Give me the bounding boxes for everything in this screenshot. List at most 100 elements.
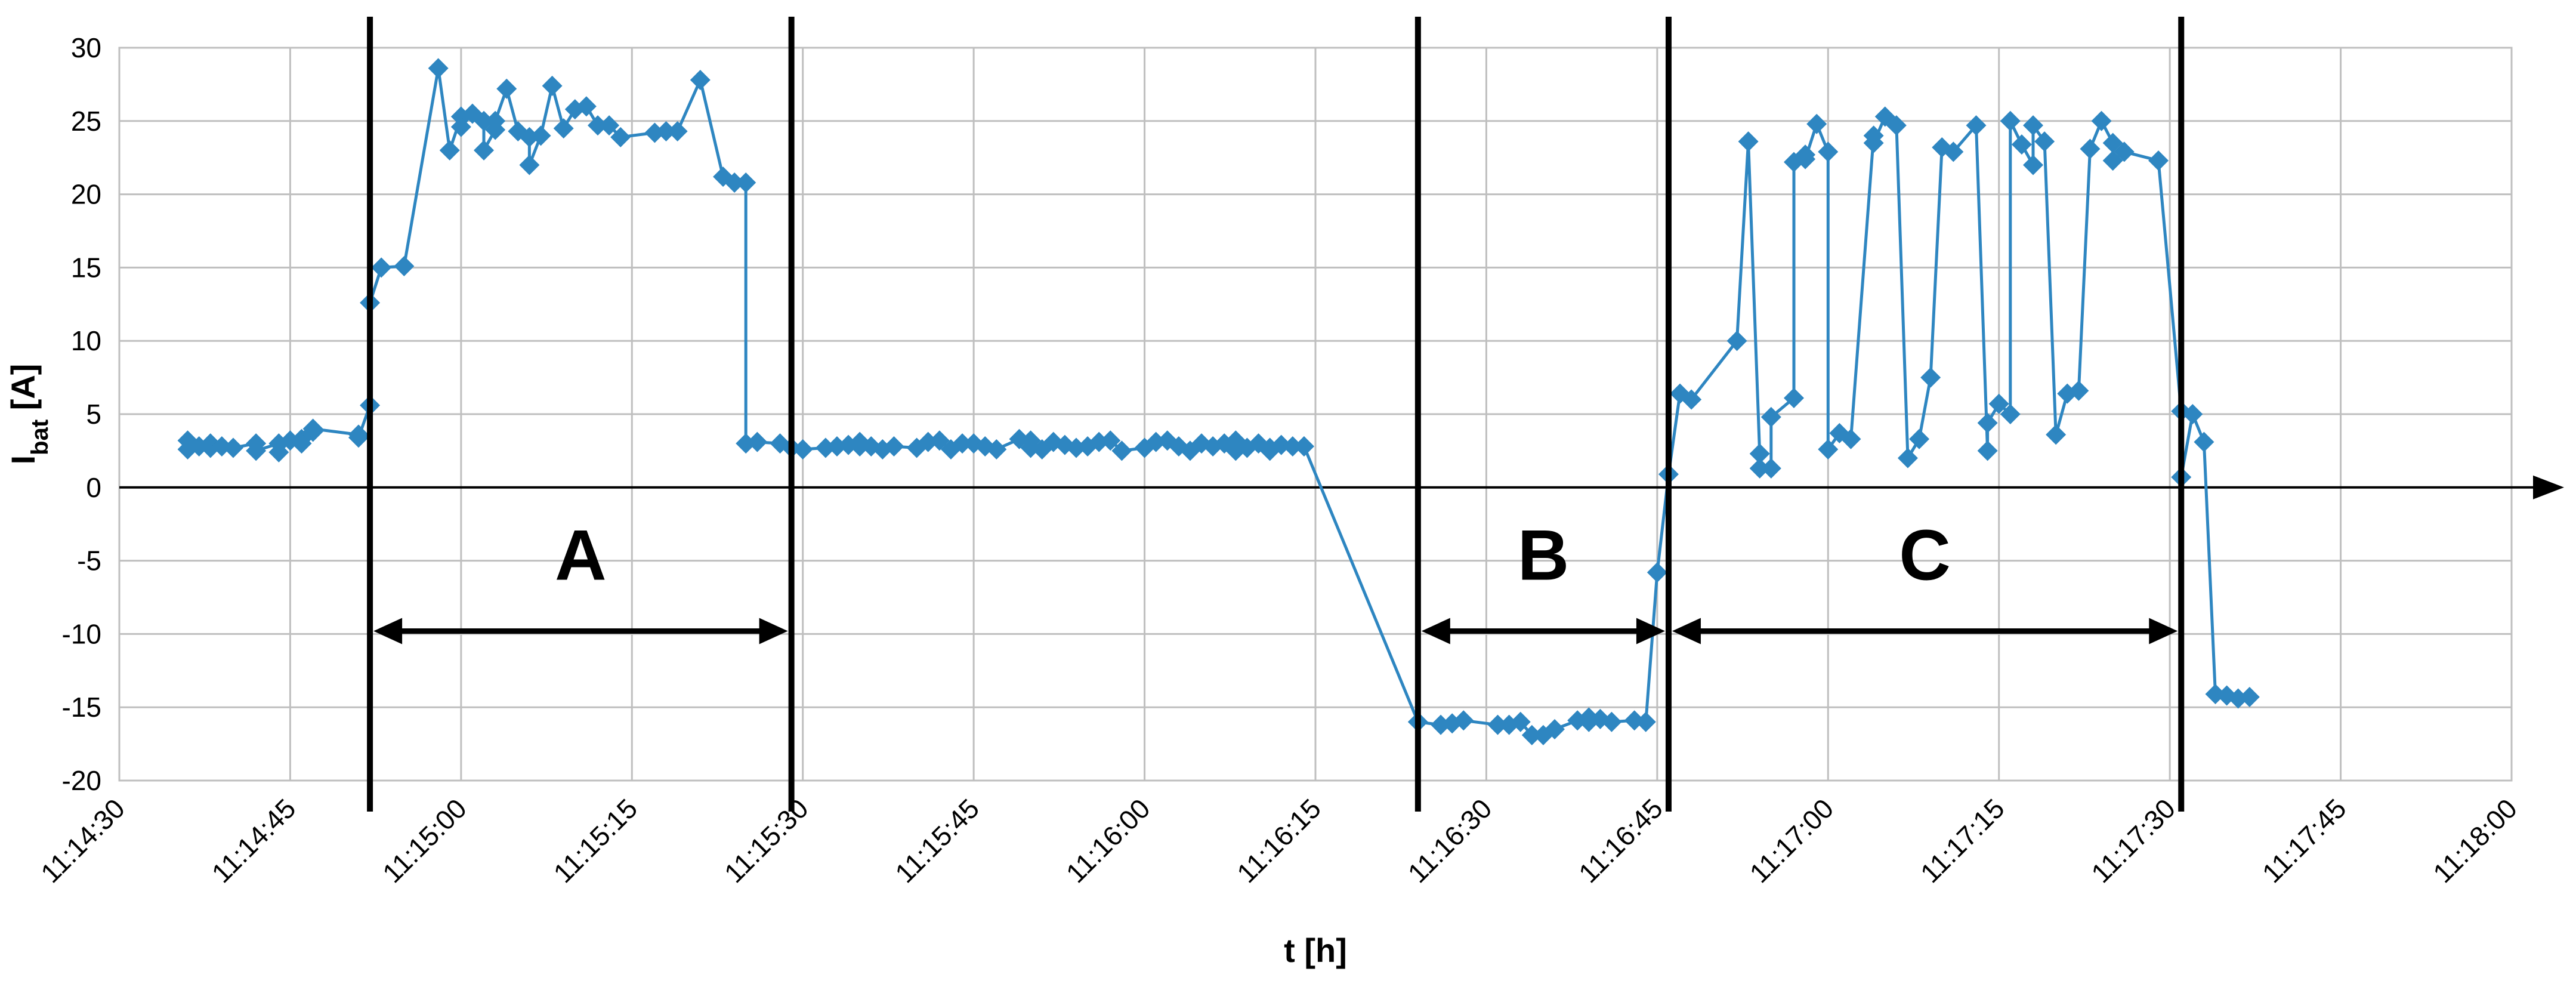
data-point	[1760, 406, 1781, 427]
x-tick-label: 11:17:15	[1914, 792, 2010, 889]
data-point	[1977, 412, 1998, 433]
y-tick-label: -10	[62, 618, 101, 649]
region-a-arrowhead-right	[759, 618, 788, 644]
data-point	[1601, 711, 1622, 732]
data-point	[371, 257, 392, 278]
data-point	[2080, 138, 2101, 159]
data-point	[1760, 458, 1781, 479]
x-tick-label: 11:15:45	[889, 792, 985, 889]
region-c-arrowhead-left	[1672, 618, 1701, 644]
y-tick-label: -5	[77, 545, 101, 576]
data-point	[1487, 714, 1508, 735]
data-point	[1886, 115, 1907, 136]
data-point	[2148, 150, 2169, 171]
x-tick-label: 11:17:30	[2085, 792, 2181, 889]
data-point	[394, 255, 415, 276]
data-point	[724, 172, 745, 193]
data-point	[1749, 458, 1770, 479]
data-point	[1293, 436, 1314, 457]
data-point	[474, 140, 495, 161]
y-axis-label-subscript: bat	[27, 420, 53, 455]
data-point	[1726, 331, 1747, 351]
plot-area-border	[118, 47, 2513, 782]
plot-frame	[118, 47, 2513, 782]
data-point	[268, 442, 289, 462]
data-point	[1545, 719, 1565, 740]
data-point	[2182, 404, 2203, 424]
data-point	[1988, 393, 2009, 414]
y-tick-label: -15	[62, 692, 101, 723]
y-tick-label: 25	[71, 106, 101, 137]
data-point	[2023, 115, 2043, 136]
x-tick-label: 11:15:30	[718, 792, 814, 889]
data-point	[1100, 430, 1121, 451]
y-axis-ticks: 30 25 20 15 10 5 0 -5 -10 -15 -20	[62, 32, 101, 796]
data-point	[2194, 431, 2214, 452]
data-point	[2011, 134, 2032, 155]
region-b-label: B	[1518, 516, 1570, 596]
data-point	[2000, 110, 2021, 131]
y-axis-label: Ibat [A]	[4, 364, 53, 465]
region-annotations: A B C	[367, 17, 2185, 812]
data-point	[542, 75, 563, 96]
x-tick-label: 11:18:00	[2427, 792, 2523, 889]
x-tick-label: 11:15:15	[547, 792, 643, 889]
data-point	[485, 110, 506, 131]
x-tick-label: 11:16:00	[1060, 792, 1156, 889]
data-point	[1510, 711, 1531, 732]
data-point	[1635, 711, 1656, 732]
data-point	[1943, 141, 1964, 162]
data-point	[302, 418, 323, 439]
y-tick-label: 15	[71, 252, 101, 283]
data-point	[1840, 428, 1861, 449]
zero-axis-arrowhead	[2533, 475, 2564, 499]
data-point	[2034, 131, 2055, 152]
y-tick-label: -20	[62, 765, 101, 796]
data-point	[1749, 443, 1770, 464]
y-tick-label: 30	[71, 32, 101, 63]
data-point	[1909, 428, 1930, 449]
data-point	[884, 436, 904, 457]
x-tick-label: 11:15:00	[376, 792, 472, 889]
data-point	[1453, 710, 1474, 731]
x-tick-label: 11:16:45	[1573, 792, 1669, 889]
y-axis-label-main: I	[4, 455, 42, 465]
data-point	[1818, 439, 1839, 459]
data-point	[428, 58, 449, 79]
data-point	[588, 115, 608, 136]
region-b-arrowhead-right	[1636, 618, 1665, 644]
data-point	[2102, 132, 2123, 153]
data-point	[2114, 141, 2135, 162]
data-point	[553, 118, 574, 139]
data-point	[1977, 440, 1998, 461]
x-tick-label: 11:14:30	[35, 792, 131, 889]
zero-axis-arrow	[119, 475, 2564, 499]
data-point	[496, 78, 517, 99]
y-tick-label: 0	[86, 472, 101, 503]
x-tick-label: 11:14:45	[206, 792, 302, 889]
series-line	[186, 66, 2250, 737]
data-point	[1818, 141, 1839, 162]
data-point	[1966, 115, 1987, 136]
data-point	[1920, 367, 1941, 388]
data-point	[690, 70, 711, 91]
series-line-group	[186, 66, 2250, 737]
data-point	[450, 116, 471, 137]
series-points-group	[177, 58, 2260, 745]
region-b-arrowhead-left	[1421, 618, 1450, 644]
data-point	[1521, 724, 1542, 745]
data-point	[1897, 448, 1918, 468]
data-point	[223, 437, 243, 458]
region-a-label: A	[555, 516, 607, 596]
x-tick-label: 11:17:00	[1743, 792, 1839, 889]
data-point	[1647, 562, 1667, 583]
data-point	[667, 121, 688, 141]
data-point	[1784, 387, 1804, 408]
data-point	[1738, 131, 1759, 152]
data-point	[1806, 113, 1827, 134]
region-a-arrowhead-left	[373, 618, 403, 644]
data-point	[1681, 389, 1702, 410]
data-point	[2046, 424, 2067, 445]
x-tick-label: 11:17:45	[2256, 792, 2352, 889]
